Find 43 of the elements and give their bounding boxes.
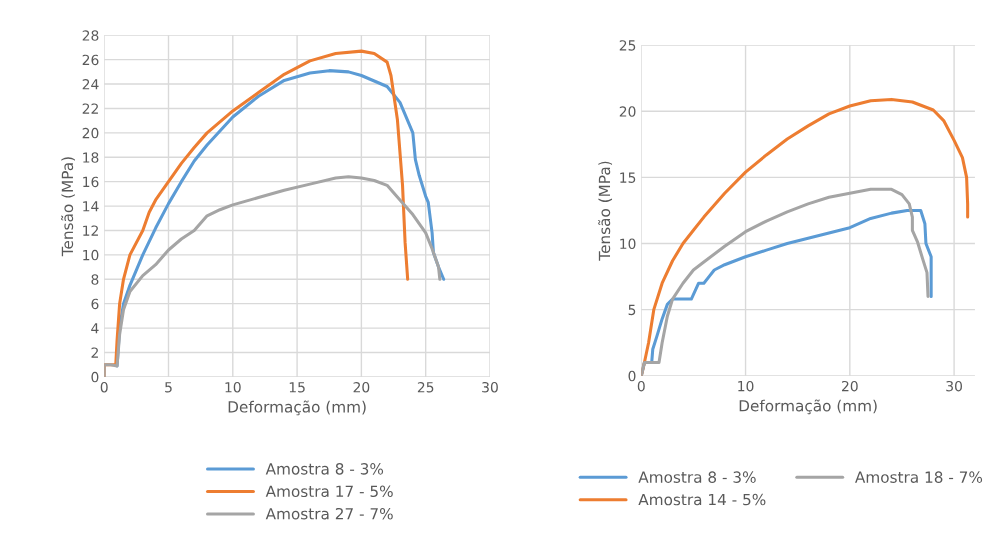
legend-label: Amostra 14 - 5% bbox=[638, 493, 766, 506]
legend-label: Amostra 27 - 7% bbox=[265, 507, 393, 520]
legend-label: Amostra 17 - 5% bbox=[265, 485, 393, 498]
x-tick-label: 30 bbox=[482, 381, 498, 393]
x-axis-title: Deformação (mm) bbox=[739, 399, 877, 415]
line-series bbox=[104, 175, 442, 377]
x-tick-label: 20 bbox=[842, 380, 858, 392]
y-tick-label: 4 bbox=[91, 323, 99, 334]
y-tick-label: 6 bbox=[91, 298, 99, 310]
x-tick-label: 25 bbox=[417, 381, 434, 393]
legend-label: Amostra 18 - 7% bbox=[855, 471, 983, 483]
y-tick-label: 12 bbox=[83, 225, 98, 236]
legend-label: Amostra 8 - 3% bbox=[265, 463, 384, 475]
y-tick-label: 0 bbox=[91, 371, 99, 383]
y-tick-label: 2 bbox=[91, 347, 98, 358]
y-tick-label: 18 bbox=[83, 152, 99, 163]
y-tick-label: 15 bbox=[620, 172, 636, 183]
x-axis-title: Deformação (mm) bbox=[228, 400, 366, 416]
y-tick-label: 14 bbox=[83, 201, 99, 212]
x-tick-label: 15 bbox=[289, 382, 305, 393]
y-tick-label: 8 bbox=[91, 274, 99, 285]
y-tick-label: 24 bbox=[82, 79, 99, 90]
legend-label: Amostra 8 - 3% bbox=[638, 471, 756, 483]
y-tick-label: 25 bbox=[619, 40, 636, 51]
x-tick-label: 30 bbox=[946, 380, 963, 392]
y-tick-label: 16 bbox=[83, 176, 99, 188]
x-tick-label: 0 bbox=[100, 381, 108, 393]
y-tick-label: 28 bbox=[82, 30, 99, 41]
x-tick-label: 0 bbox=[637, 380, 645, 392]
y-tick-label: 10 bbox=[83, 249, 99, 261]
x-tick-label: 10 bbox=[225, 381, 241, 393]
y-tick-label: 26 bbox=[82, 54, 99, 66]
y-axis-title: Tensão (MPa) bbox=[598, 161, 613, 261]
x-tick-label: 10 bbox=[738, 380, 754, 392]
y-tick-label: 0 bbox=[628, 370, 636, 382]
x-tick-label: 20 bbox=[353, 381, 370, 393]
y-tick-label: 10 bbox=[620, 238, 636, 250]
y-axis-title: Tensão (MPa) bbox=[61, 157, 75, 257]
y-tick-label: 20 bbox=[619, 106, 636, 117]
y-tick-label: 5 bbox=[628, 304, 636, 316]
y-tick-label: 22 bbox=[82, 103, 98, 114]
y-tick-label: 20 bbox=[82, 127, 99, 139]
x-tick-label: 5 bbox=[165, 382, 172, 393]
